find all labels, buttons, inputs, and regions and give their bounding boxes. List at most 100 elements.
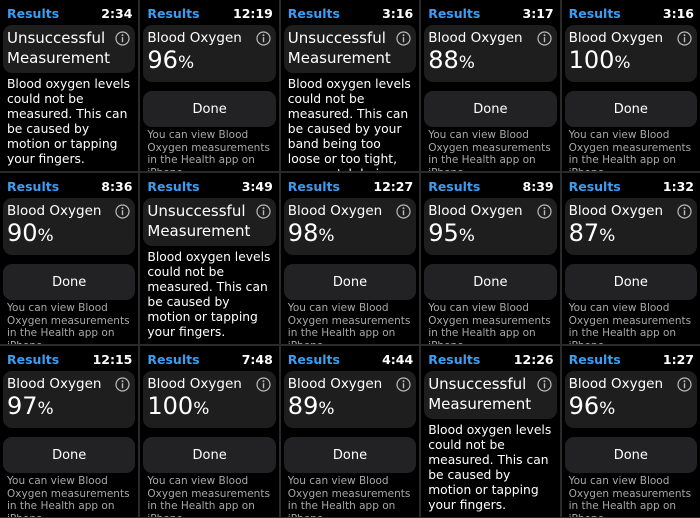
watch-screen: Results 12:27 Blood Oxygen 98% Done You can v…: [280, 173, 420, 344]
info-icon[interactable]: [536, 31, 552, 46]
results-link[interactable]: Results: [428, 6, 481, 21]
done-button[interactable]: Done: [143, 437, 276, 473]
value-number: 90: [7, 219, 38, 247]
card-title: Blood Oxygen: [428, 203, 523, 219]
value-unit: %: [458, 226, 475, 246]
header: Results 1:32: [569, 179, 694, 195]
result-card: Blood Oxygen 87%: [564, 198, 697, 255]
results-link[interactable]: Results: [147, 6, 200, 21]
oxygen-value: 89%: [288, 392, 335, 420]
card-title: Unsuccessful Measurement: [7, 29, 110, 67]
results-link[interactable]: Results: [7, 179, 60, 194]
result-card: Blood Oxygen 100%: [564, 25, 697, 82]
info-icon[interactable]: [677, 377, 692, 392]
results-link[interactable]: Results: [287, 179, 340, 194]
info-icon[interactable]: [115, 377, 130, 392]
clock-time: 12:19: [233, 6, 273, 21]
value-unit: %: [599, 226, 616, 246]
watch-screen: Results 3:17 Blood Oxygen 88% Done You can vi…: [421, 0, 560, 171]
value-unit: %: [318, 399, 335, 419]
info-icon[interactable]: [396, 31, 411, 46]
done-button[interactable]: Done: [564, 264, 697, 300]
results-link[interactable]: Results: [287, 6, 340, 21]
footer-note: You can view Blood Oxygen measurements i…: [7, 475, 130, 517]
value-unit: %: [599, 399, 616, 419]
result-card: Blood Oxygen 96%: [143, 25, 276, 82]
results-link[interactable]: Results: [7, 6, 60, 21]
oxygen-value: 97%: [7, 392, 54, 420]
done-button[interactable]: Done: [3, 437, 136, 473]
results-link[interactable]: Results: [147, 352, 200, 367]
results-link[interactable]: Results: [568, 352, 621, 367]
results-link[interactable]: Results: [568, 6, 621, 21]
done-button[interactable]: Done: [3, 264, 136, 300]
done-button[interactable]: Done: [564, 91, 697, 127]
value-unit: %: [193, 399, 210, 419]
results-link[interactable]: Results: [428, 179, 481, 194]
results-link[interactable]: Results: [428, 352, 481, 367]
watch-screen: Results 3:16 Unsuccessful Measurement Blood…: [280, 0, 420, 171]
clock-time: 8:39: [522, 179, 554, 194]
clock-time: 3:16: [662, 6, 694, 21]
done-button[interactable]: Done: [424, 91, 557, 127]
info-icon[interactable]: [677, 204, 692, 219]
done-button[interactable]: Done: [424, 264, 557, 300]
error-message: Blood oxygen levels could not be measure…: [7, 77, 131, 166]
header: Results 3:17: [428, 6, 553, 22]
card-title: Blood Oxygen: [287, 203, 383, 219]
error-message: Blood oxygen levels could not be measure…: [147, 250, 271, 339]
header: Results 2:34: [7, 6, 132, 22]
watch-screen: Results 12:26 Unsuccessful Measurement Bloo…: [421, 346, 560, 517]
value-number: 88: [428, 46, 459, 74]
info-icon[interactable]: [396, 377, 411, 392]
info-icon[interactable]: [256, 204, 271, 219]
info-icon[interactable]: [677, 31, 692, 46]
result-card: Blood Oxygen 88%: [424, 25, 557, 82]
card-title: Unsuccessful Measurement: [147, 202, 251, 240]
card-title: Blood Oxygen: [568, 30, 664, 46]
info-icon[interactable]: [536, 204, 552, 219]
value-number: 95: [428, 219, 459, 247]
value-number: 96: [147, 46, 178, 74]
footer-note: You can view Blood Oxygen measurements i…: [7, 302, 130, 344]
info-icon[interactable]: [115, 31, 130, 46]
card-title: Blood Oxygen: [568, 203, 664, 219]
oxygen-value: 100%: [147, 392, 209, 420]
results-link[interactable]: Results: [147, 179, 200, 194]
watch-screen: Results 8:39 Blood Oxygen 95% Done You can vi…: [421, 173, 560, 344]
header: Results 7:48: [147, 352, 272, 368]
info-icon[interactable]: [536, 377, 552, 392]
done-button[interactable]: Done: [283, 437, 417, 473]
info-icon[interactable]: [256, 31, 271, 46]
done-button[interactable]: Done: [564, 437, 697, 473]
watch-screen: Results 7:48 Blood Oxygen 100% Done You can v…: [140, 346, 279, 517]
info-icon[interactable]: [396, 204, 411, 219]
result-card: Blood Oxygen 89%: [283, 371, 417, 428]
clock-time: 3:49: [241, 179, 273, 194]
watch-screen: Results 8:36 Blood Oxygen 90% Done You can vi…: [0, 173, 139, 344]
oxygen-value: 87%: [569, 219, 616, 247]
watch-screen: Results 2:34 Unsuccessful Measurement Blood…: [0, 0, 139, 171]
result-card: Blood Oxygen 90%: [3, 198, 136, 255]
clock-time: 12:27: [373, 179, 414, 194]
info-icon[interactable]: [115, 204, 130, 219]
header: Results 8:39: [428, 179, 553, 195]
info-icon[interactable]: [256, 377, 271, 392]
done-button[interactable]: Done: [143, 91, 276, 127]
results-link[interactable]: Results: [287, 352, 340, 367]
oxygen-value: 100%: [569, 46, 631, 74]
results-link[interactable]: Results: [7, 352, 60, 367]
card-title: Unsuccessful Measurement: [428, 375, 532, 413]
watch-screen: Results 4:44 Blood Oxygen 89% Done You can vi…: [280, 346, 420, 517]
value-number: 96: [568, 392, 600, 420]
results-link[interactable]: Results: [568, 179, 621, 194]
card-title: Blood Oxygen: [428, 30, 523, 46]
header: Results 3:49: [147, 179, 272, 195]
result-card: Unsuccessful Measurement: [143, 198, 276, 246]
clock-time: 12:26: [513, 352, 554, 367]
result-card: Unsuccessful Measurement: [424, 371, 557, 419]
card-title: Blood Oxygen: [147, 376, 242, 392]
done-button[interactable]: Done: [283, 264, 417, 300]
result-card: Blood Oxygen 95%: [424, 198, 557, 255]
